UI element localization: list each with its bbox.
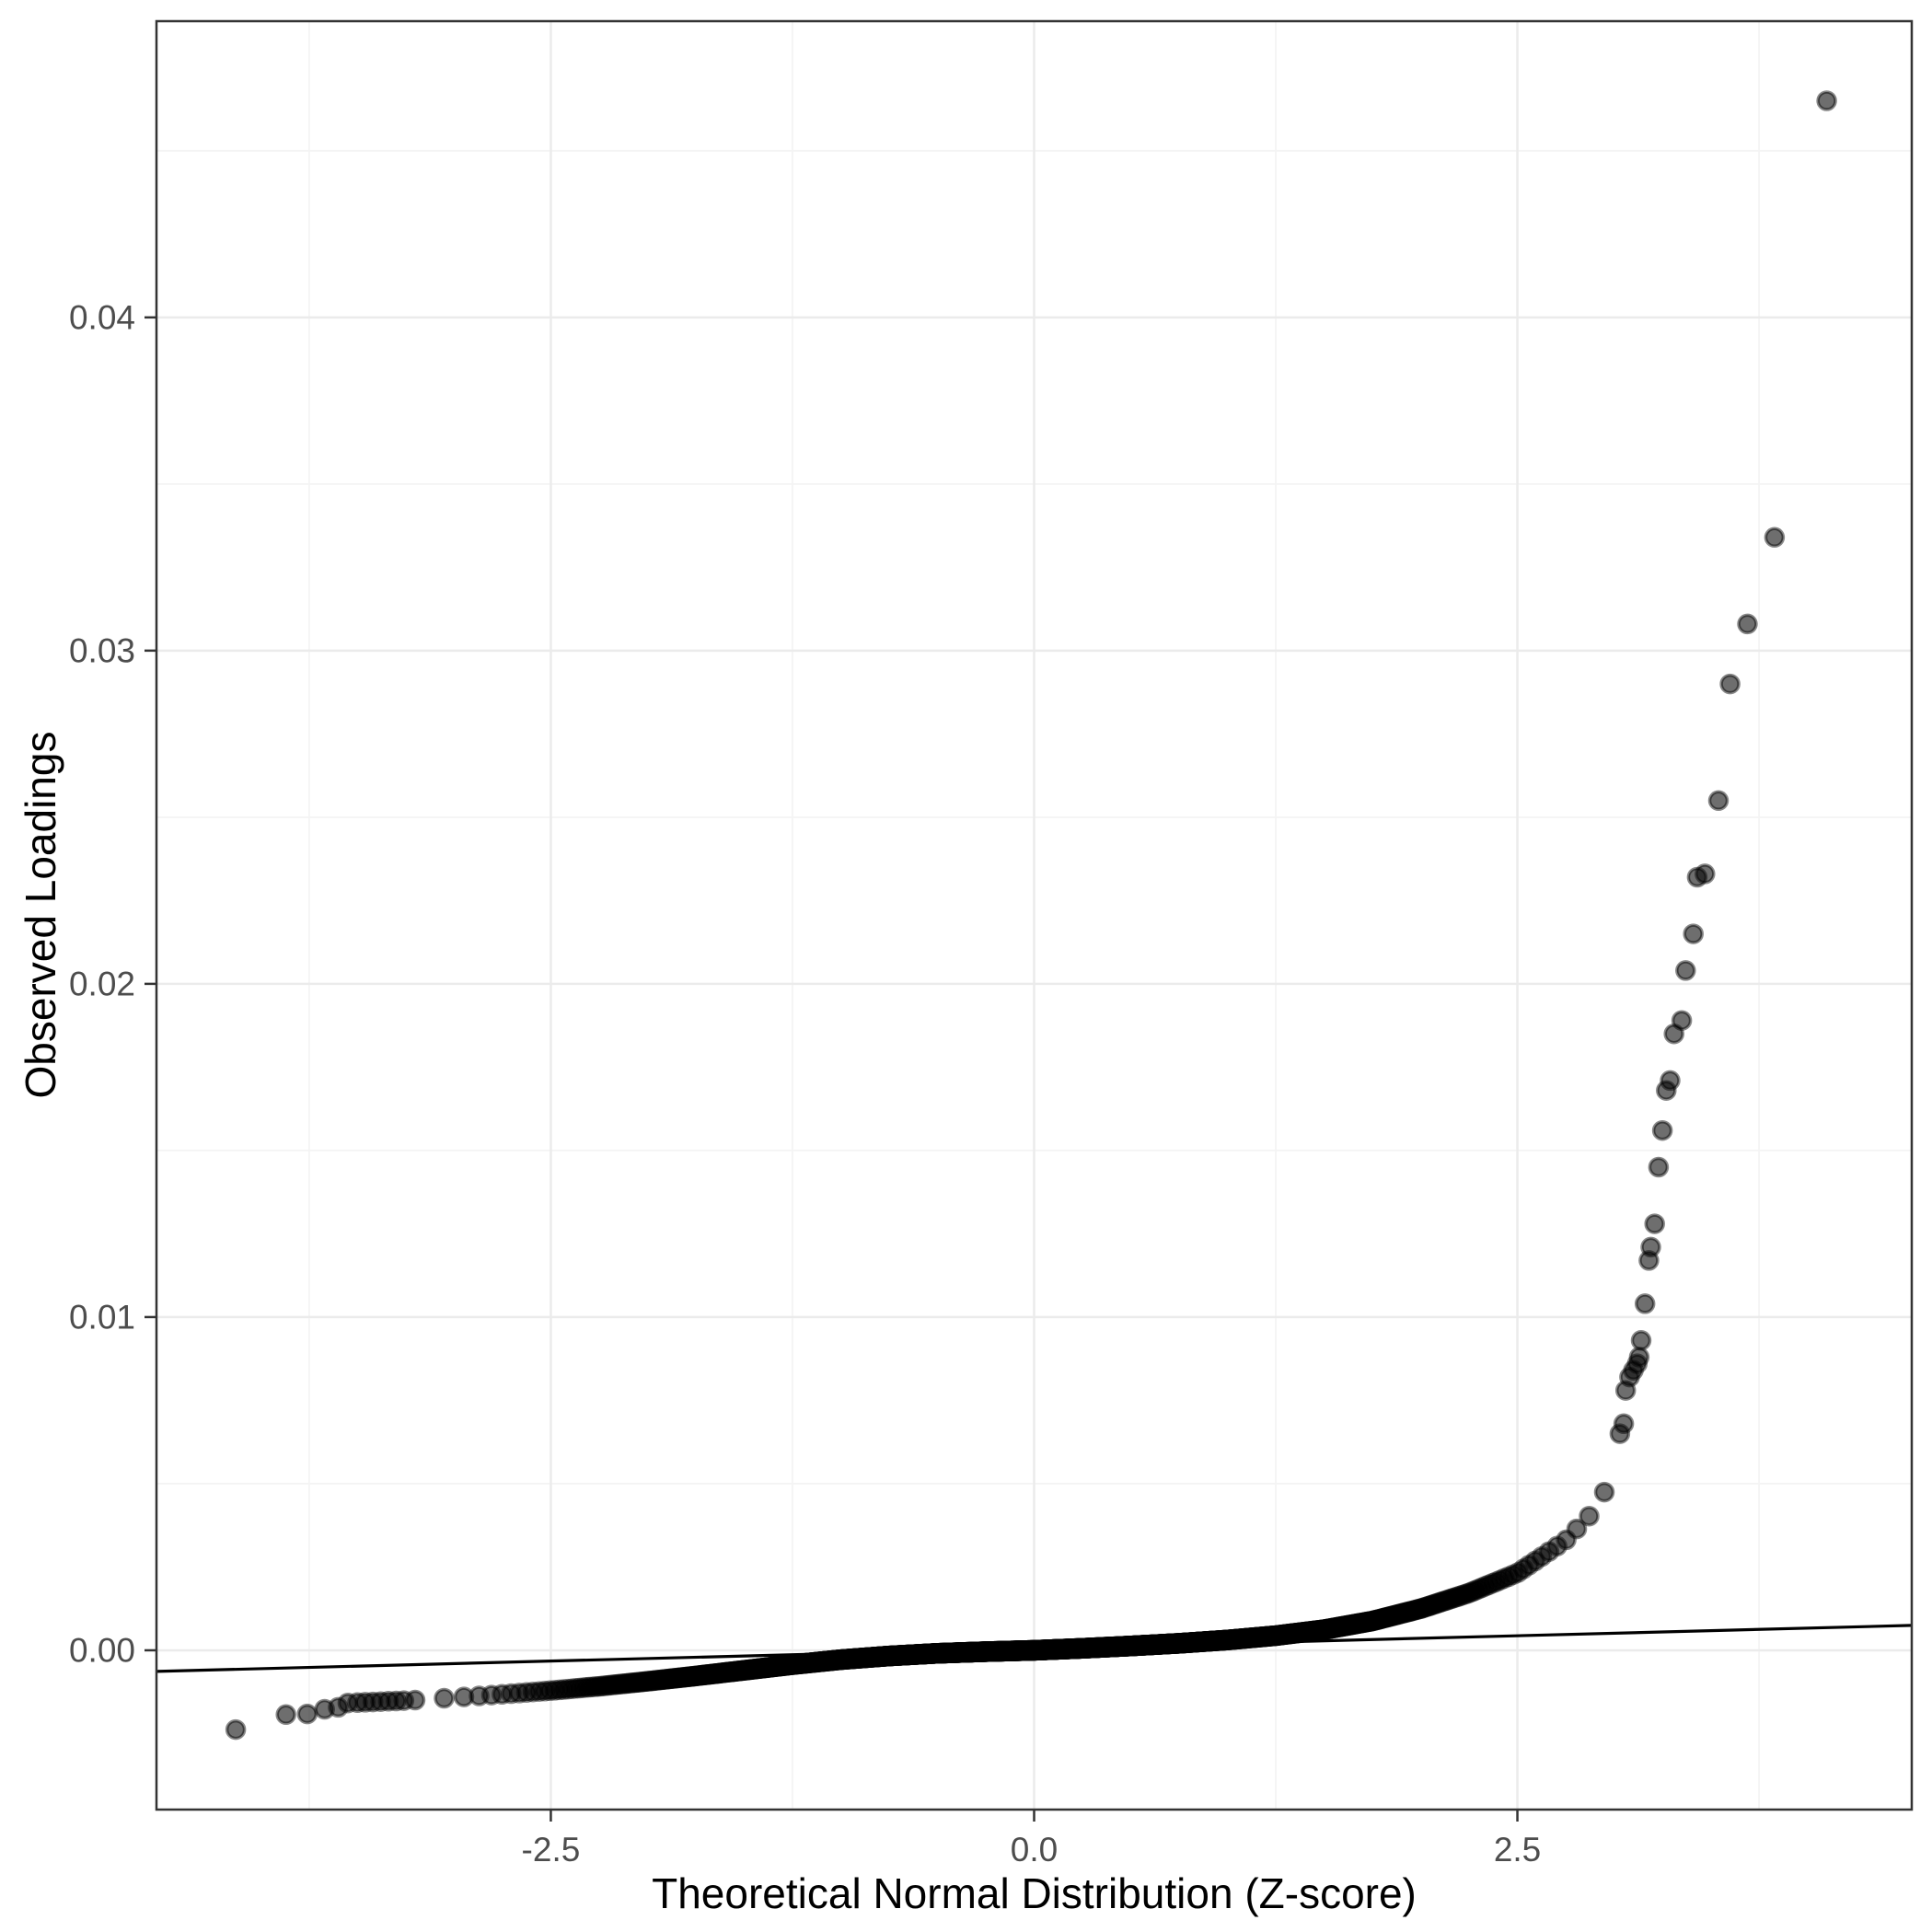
y-axis-title-text: Observed Loadings — [17, 731, 64, 1099]
data-point-upper-tail — [1737, 613, 1758, 635]
y-tick-label: 0.02 — [69, 965, 135, 1002]
data-point-upper-tail — [1707, 790, 1730, 812]
major-gridlines — [156, 21, 1912, 1810]
y-tick-label: 0.01 — [69, 1298, 135, 1336]
data-point-upper-tail — [1651, 1119, 1673, 1141]
data-point-upper-tail — [1630, 1330, 1652, 1351]
data-point — [1579, 1505, 1600, 1527]
data-point-upper-tail — [1640, 1236, 1661, 1258]
data-point-upper-tail — [1644, 1213, 1665, 1234]
x-tick-label: 2.5 — [1494, 1831, 1541, 1868]
data-point-upper-tail — [1634, 1293, 1656, 1314]
y-tick-label: 0.00 — [69, 1631, 135, 1669]
data-point-upper-tail — [1648, 1156, 1670, 1178]
data-point-lower-tail — [275, 1704, 296, 1726]
data-point-upper-tail — [1683, 923, 1704, 944]
data-point-lower-tail — [296, 1703, 318, 1725]
data-point — [1593, 1481, 1615, 1503]
y-tick-label: 0.04 — [69, 298, 135, 336]
data-point-upper-tail — [1764, 526, 1786, 549]
x-tick-label: 0.0 — [1011, 1831, 1058, 1868]
data-point-upper-tail — [1671, 1010, 1693, 1031]
data-points-band — [404, 1481, 1615, 1711]
data-point-upper-tail — [1660, 1070, 1681, 1092]
data-point-upper-tail — [1628, 1347, 1650, 1368]
data-point-upper-tail — [1695, 863, 1716, 885]
data-point-upper-tail — [1719, 673, 1741, 695]
data-point-upper-tail — [1816, 90, 1837, 111]
data-point-upper-tail — [1675, 960, 1696, 981]
x-tick-label: -2.5 — [522, 1831, 581, 1868]
y-tick-label: 0.03 — [69, 631, 135, 669]
data-point-lower-tail — [225, 1718, 247, 1741]
x-axis-title: Theoretical Normal Distribution (Z-score… — [652, 1869, 1417, 1917]
data-point-upper-tail — [1613, 1413, 1635, 1435]
data-point-lower-tail — [393, 1690, 415, 1711]
data-point — [434, 1687, 455, 1709]
